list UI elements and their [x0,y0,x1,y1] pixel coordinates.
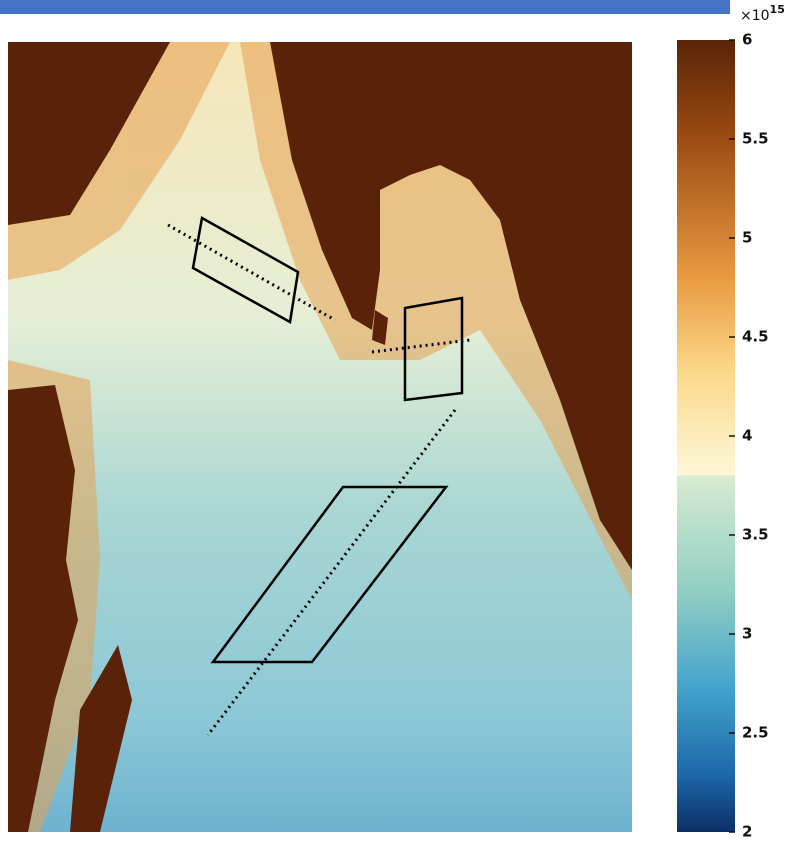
tick-label: 2 [742,823,752,841]
colorbar-ramp [677,40,735,832]
tick-label: 6 [742,31,752,49]
tick-label: 4.5 [742,328,769,346]
tick-label: 5.5 [742,130,769,148]
exponent-power: 15 [770,3,785,16]
colorbar-exponent: ×1015 [740,3,785,24]
map [8,42,632,832]
tick-label: 3.5 [742,526,769,544]
tick-label: 2.5 [742,724,769,742]
page: ×1015 2 2.5 3 3.5 4 4.5 5 5.5 6 [0,0,804,842]
header-bar [0,0,730,14]
tick-label: 3 [742,625,752,643]
exponent-base: ×10 [740,8,770,24]
tick-label: 4 [742,427,752,445]
tick-label: 5 [742,229,752,247]
colorbar: ×1015 2 2.5 3 3.5 4 4.5 5 5.5 6 [677,3,785,841]
